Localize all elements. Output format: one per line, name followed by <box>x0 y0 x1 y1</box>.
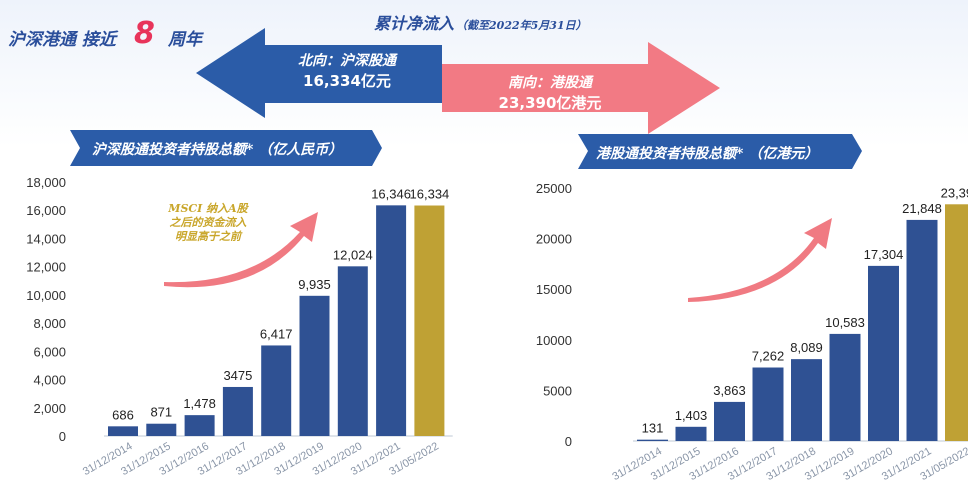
anniversary-number: 8 <box>134 16 155 51</box>
right-bar <box>868 265 899 441</box>
right-bar <box>791 359 822 441</box>
south-flow-label: 南向：港股通 <box>508 75 592 91</box>
right-chart-title: 港股通投资者持股总额* （亿港元） <box>596 146 819 162</box>
left-bar <box>414 205 445 436</box>
right-ytick-label: 0 <box>565 434 572 449</box>
left-ytick-label: 12,000 <box>26 260 66 275</box>
left-ytick-label: 0 <box>59 429 66 444</box>
left-ytick-label: 8,000 <box>33 316 66 331</box>
left-bar <box>184 415 215 436</box>
south-arrow <box>442 42 720 134</box>
left-data-label: 1,478 <box>183 396 216 411</box>
right-title-ribbon <box>578 134 862 169</box>
left-data-label: 871 <box>150 405 172 420</box>
left-ytick-label: 14,000 <box>26 231 66 246</box>
right-trend-arrow <box>688 218 832 302</box>
left-data-label: 12,024 <box>333 247 373 262</box>
left-bar <box>146 423 177 436</box>
left-ytick-label: 4,000 <box>33 373 66 388</box>
left-trend-arrow <box>164 212 318 288</box>
left-bar <box>222 386 253 436</box>
right-bar <box>714 401 745 441</box>
anniversary-title-suffix: 周年 <box>168 30 202 50</box>
south-flow-text: 南向：港股通 23,390亿港元 <box>460 72 640 113</box>
left-bar <box>337 266 368 436</box>
left-ytick-label: 18,000 <box>26 175 66 190</box>
left-data-label: 6,417 <box>260 326 293 341</box>
left-data-label: 9,935 <box>298 277 331 292</box>
left-ytick-label: 2,000 <box>33 401 66 416</box>
anniversary-title: 沪深港通 接近 8 周年 <box>8 16 228 52</box>
right-data-label: 10,583 <box>825 315 865 330</box>
right-ytick-label: 5000 <box>543 383 572 398</box>
left-ytick-label: 6,000 <box>33 344 66 359</box>
left-bar <box>376 205 407 436</box>
north-arrow <box>196 28 442 118</box>
north-flow-text: 北向：沪深股通 16,334亿元 <box>262 50 432 91</box>
left-title-ribbon <box>70 130 382 166</box>
main-title-text: 累计净流入 <box>374 14 455 33</box>
right-bar <box>752 367 784 441</box>
right-bar <box>637 439 668 441</box>
right-data-label: 3,863 <box>713 383 746 398</box>
right-data-label: 8,089 <box>790 340 823 355</box>
left-data-label: 686 <box>112 407 134 422</box>
right-data-label: 23,390 <box>941 185 968 200</box>
msci-note: MSCI 纳入A股之后的资金流入明显高于之前 <box>168 202 248 243</box>
left-bar <box>108 426 138 436</box>
left-data-label: 3475 <box>223 368 252 383</box>
north-flow-label: 北向：沪深股通 <box>298 53 396 69</box>
left-ytick-label: 16,000 <box>26 203 66 218</box>
left-chart-title: 沪深股通投资者持股总额* （亿人民币） <box>92 142 343 158</box>
left-bar <box>299 295 330 436</box>
left-ytick-label: 10,000 <box>26 288 66 303</box>
left-data-label: 16,346 <box>371 186 411 201</box>
main-title-note: （截至2022年5月31日） <box>456 19 587 32</box>
right-bar <box>945 204 968 441</box>
right-bar <box>675 426 707 441</box>
right-bar <box>829 333 861 441</box>
right-data-label: 1,403 <box>675 408 708 423</box>
anniversary-title-prefix: 沪深港通 接近 <box>8 30 116 50</box>
right-ytick-label: 25000 <box>536 181 572 196</box>
south-flow-value: 23,390亿港元 <box>498 94 602 112</box>
left-data-label: 16,334 <box>410 187 450 202</box>
right-data-label: 21,848 <box>902 201 942 216</box>
north-flow-value: 16,334亿元 <box>303 72 391 90</box>
main-title: 累计净流入 （截至2022年5月31日） <box>374 10 674 33</box>
right-ytick-label: 15000 <box>536 282 572 297</box>
right-ytick-label: 20000 <box>536 232 572 247</box>
right-data-label: 7,262 <box>752 349 785 364</box>
right-bar <box>906 219 938 441</box>
right-ytick-label: 10000 <box>536 333 572 348</box>
right-data-label: 131 <box>642 421 664 436</box>
left-bar <box>261 345 292 436</box>
right-data-label: 17,304 <box>864 247 904 262</box>
